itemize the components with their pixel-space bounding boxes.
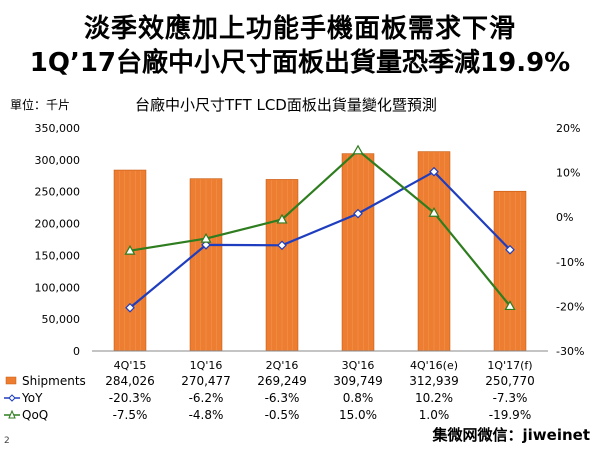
- y-left-tick-label: 50,000: [42, 313, 81, 326]
- data-table-cell: 284,026: [105, 374, 155, 388]
- data-table-cell: 1.0%: [419, 408, 450, 422]
- point-qoq: [124, 244, 136, 255]
- series-line-qoq: [129, 148, 511, 307]
- y-left-tick-label: 150,000: [35, 249, 81, 262]
- x-tick-label: 4Q'16(e): [410, 359, 458, 372]
- point-qoq: [276, 213, 288, 224]
- y-right-tick-label: -20%: [556, 300, 584, 313]
- data-table-cell: -6.2%: [189, 391, 224, 405]
- page-title-line1: 淡季效應加上功能手機面板需求下滑: [83, 14, 516, 44]
- x-tick-label: 2Q'16: [266, 359, 299, 372]
- page-number: 2: [4, 436, 10, 446]
- chart-title: 台廠中小尺寸TFT LCD面板出貨量變化暨預測: [135, 96, 437, 114]
- data-table-cell: 270,477: [181, 374, 231, 388]
- point-yoy: [125, 302, 135, 313]
- data-table-cell: -6.3%: [265, 391, 300, 405]
- watermark: 集微网微信：jiweinet: [432, 426, 590, 444]
- y-right-tick-label: 10%: [556, 167, 580, 180]
- x-tick-label: 1Q'17(f): [487, 359, 532, 372]
- data-table-cell: 250,770: [485, 374, 535, 388]
- point-yoy: [277, 240, 287, 251]
- data-table-cell: -20.3%: [109, 391, 151, 405]
- legend-label-shipments: Shipments: [22, 374, 86, 388]
- y-left-tick-label: 200,000: [35, 218, 81, 231]
- data-table-cell: -4.8%: [189, 408, 224, 422]
- data-table-cell: 309,749: [333, 374, 383, 388]
- y-right-tick-label: 0%: [556, 211, 573, 224]
- data-table-cell: -0.5%: [265, 408, 300, 422]
- y-right-tick-label: 20%: [556, 122, 580, 135]
- data-table-cell: -7.3%: [493, 391, 528, 405]
- point-qoq: [352, 144, 364, 155]
- point-yoy: [353, 208, 363, 219]
- legend-label-yoy: YoY: [21, 391, 43, 405]
- point-yoy: [505, 244, 515, 255]
- point-yoy: [429, 166, 439, 177]
- data-table-cell: -19.9%: [489, 408, 531, 422]
- data-table-cell: 15.0%: [339, 408, 377, 422]
- point-qoq: [428, 207, 440, 217]
- x-tick-label: 3Q'16: [342, 359, 375, 372]
- data-table-cell: 312,939: [409, 374, 459, 388]
- y-left-tick-label: 300,000: [35, 154, 81, 167]
- y-left-tick-label: 0: [73, 345, 80, 358]
- data-table-cell: -7.5%: [113, 408, 148, 422]
- legend-label-qoq: QoQ: [22, 408, 48, 422]
- y-left-tick-label: 350,000: [35, 122, 81, 135]
- legend-key-yoy-marker: [8, 394, 16, 402]
- data-table-cell: 0.8%: [343, 391, 374, 405]
- point-yoy: [201, 240, 211, 250]
- series-line-yoy: [129, 170, 511, 309]
- x-tick-label: 1Q'16: [190, 359, 223, 372]
- y-right-tick-label: -10%: [556, 256, 584, 269]
- unit-label: 單位：千片: [10, 98, 71, 112]
- legend-key-shipments: [5, 376, 17, 385]
- x-tick-label: 4Q'15: [114, 359, 147, 372]
- legend-key-qoq-marker: [8, 409, 16, 419]
- y-right-tick-label: -30%: [556, 345, 584, 358]
- y-left-tick-label: 250,000: [35, 186, 81, 199]
- point-qoq: [200, 232, 212, 243]
- point-qoq: [504, 300, 516, 311]
- page-title-line2: 1Q’17台廠中小尺寸面板出貨量恐季減19.9%: [29, 48, 571, 78]
- data-table-cell: 269,249: [257, 374, 307, 388]
- data-table-cell: 10.2%: [415, 391, 453, 405]
- y-left-tick-label: 100,000: [35, 281, 81, 294]
